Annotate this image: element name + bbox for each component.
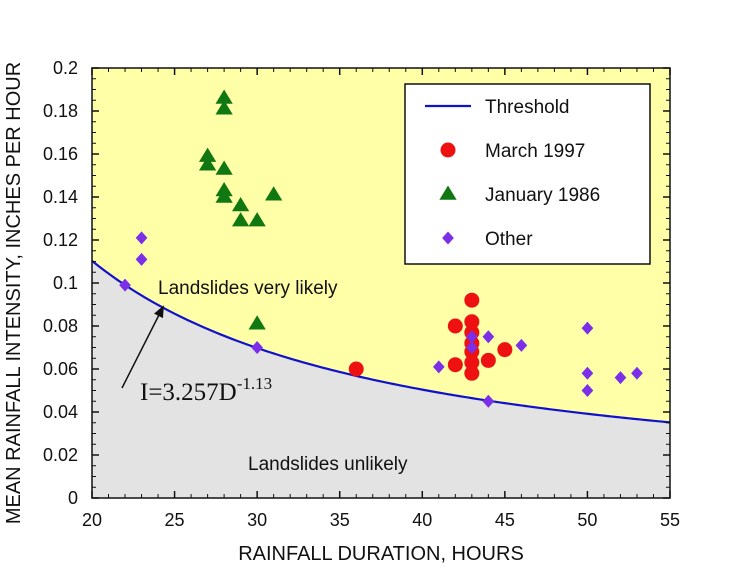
y-tick-label: 0.14 [43, 187, 78, 207]
data-point-other [251, 341, 263, 354]
x-axis-title: RAINFALL DURATION, HOURS [238, 543, 524, 565]
legend-label-threshold: Threshold [485, 97, 570, 118]
data-point-january-1986 [215, 160, 233, 175]
data-point-january-1986 [265, 186, 283, 201]
data-point-other [581, 366, 594, 380]
data-point-other [465, 330, 478, 344]
data-point-other [432, 360, 445, 374]
data-point-other [515, 338, 528, 352]
data-point-march-1997 [447, 318, 463, 334]
data-point-january-1986 [232, 197, 250, 212]
data-point-january-1986 [215, 100, 233, 115]
threshold-equation: I=3.257D-1.13 [140, 374, 272, 406]
equation-exponent: -1.13 [237, 374, 272, 393]
y-tick-label: 0 [68, 488, 78, 508]
region-label-likely: Landslides very likely [158, 278, 338, 299]
data-point-march-1997 [464, 355, 480, 371]
y-tick-label: 0.04 [43, 402, 78, 422]
x-tick-label: 45 [495, 510, 515, 530]
data-point-march-1997 [348, 361, 364, 377]
y-tick-label: 0.12 [43, 230, 78, 250]
data-point-other [135, 252, 148, 266]
y-tick-label: 0.1 [53, 273, 78, 293]
data-points-layer [119, 89, 643, 408]
data-point-other [631, 366, 643, 380]
x-tick-label: 50 [577, 510, 597, 530]
landslides-unlikely-region [92, 260, 670, 498]
legend-label-other: Other [485, 229, 533, 250]
data-point-other [482, 394, 495, 408]
data-point-other [482, 330, 495, 344]
data-point-january-1986 [198, 147, 217, 162]
annotations-layer: Landslides very likely Landslides unlike… [121, 278, 408, 475]
data-point-other [135, 231, 148, 245]
legend-swatch-other [442, 231, 454, 245]
legend-label-january-1986: January 1986 [485, 185, 600, 206]
y-tick-label: 0.06 [43, 359, 78, 379]
y-tick-label: 0.18 [43, 101, 78, 121]
legend: Threshold March 1997 January 1986 Other [404, 83, 651, 265]
data-point-march-1997 [480, 352, 496, 368]
data-point-other [581, 321, 594, 335]
axes-layer: 20 25 30 35 40 45 50 55 0 0.02 0.04 0.06 0.08 0.1 0.12… [43, 58, 680, 530]
x-tick-label: 35 [330, 510, 350, 530]
x-tick-label: 30 [247, 510, 267, 530]
data-point-march-1997 [464, 365, 480, 381]
data-point-january-1986 [215, 188, 233, 203]
equation-base: I=3.257D [140, 379, 237, 406]
data-point-january-1986 [248, 315, 266, 330]
y-tick-label: 0.2 [53, 58, 78, 78]
data-point-other [614, 371, 627, 385]
legend-label-march-1997: March 1997 [485, 141, 585, 162]
y-axis-title: MEAN RAINFALL INTENSITY, INCHES PER HOUR [3, 62, 25, 524]
data-point-other [581, 384, 594, 397]
data-point-january-1986 [198, 156, 217, 171]
data-point-march-1997 [464, 314, 480, 330]
data-point-march-1997 [447, 357, 463, 373]
legend-swatch-january-1986 [439, 185, 457, 200]
x-tick-label: 20 [82, 510, 102, 530]
y-tick-label: 0.16 [43, 144, 78, 164]
equation-arrow [121, 305, 164, 389]
data-point-january-1986 [215, 89, 233, 104]
data-point-march-1997 [464, 292, 480, 308]
region-label-unlikely: Landslides unlikely [248, 454, 408, 475]
y-tick-label: 0.02 [43, 445, 78, 465]
data-point-other [119, 278, 131, 292]
legend-swatch-march-1997 [440, 142, 456, 158]
x-tick-label: 40 [412, 510, 432, 530]
y-tick-label: 0.08 [43, 316, 78, 336]
x-tick-label: 25 [165, 510, 185, 530]
x-tick-label: 55 [660, 510, 680, 530]
data-point-january-1986 [232, 212, 250, 227]
threshold-curve [92, 259, 670, 424]
data-point-march-1997 [497, 342, 513, 358]
data-point-other [465, 341, 478, 354]
data-point-january-1986 [248, 212, 266, 227]
